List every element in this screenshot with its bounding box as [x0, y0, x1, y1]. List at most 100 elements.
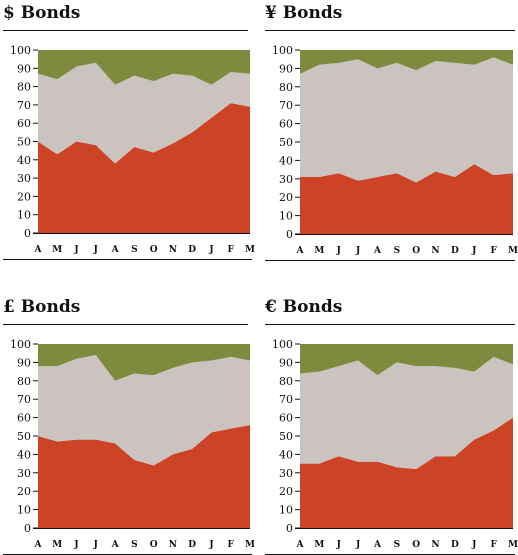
- x-tick-label: D: [188, 245, 196, 255]
- y-tick-label: 0: [24, 522, 31, 535]
- x-tick-label: F: [490, 540, 497, 550]
- x-tick-label: J: [336, 246, 341, 256]
- area-bottom-layer: [38, 424, 250, 528]
- y-tick-label: 70: [17, 393, 31, 406]
- chart-title: ¥ Bonds: [265, 3, 343, 23]
- y-tick-label: 70: [17, 99, 31, 112]
- x-tick-label: M: [314, 540, 324, 550]
- panel-usd-bonds: $ Bonds 0 10 20 30 40 50 60 70 80 90 100 A M J J A S O N D J…: [3, 3, 255, 265]
- chart-title: € Bonds: [265, 297, 343, 317]
- y-tick-label: 0: [24, 227, 31, 240]
- title-rule: [3, 324, 248, 325]
- x-tick-label: A: [296, 540, 305, 550]
- x-tick-label: A: [373, 246, 382, 256]
- y-tick-label: 30: [17, 467, 31, 480]
- y-tick-label: 90: [279, 62, 293, 75]
- x-tick-label: N: [169, 245, 177, 255]
- area-bottom-layer: [300, 417, 513, 528]
- y-tick-label: 100: [10, 338, 31, 351]
- y-tick-label: 90: [17, 356, 31, 369]
- x-tick-label: J: [336, 540, 341, 550]
- y-tick-label: 80: [279, 375, 293, 388]
- y-tick-label: 30: [279, 173, 293, 186]
- y-tick-label: 50: [17, 136, 31, 149]
- x-tick-label: J: [73, 245, 78, 255]
- x-tick-label: J: [208, 245, 213, 255]
- x-tick-label: F: [228, 245, 235, 255]
- title-rule: [265, 324, 515, 325]
- y-tick-label: 30: [279, 467, 293, 480]
- area-bottom-layer: [300, 164, 513, 234]
- x-tick-label: M: [245, 540, 255, 550]
- y-tick-label: 50: [17, 430, 31, 443]
- y-tick-label: 30: [17, 172, 31, 185]
- title-rule: [3, 30, 248, 31]
- x-tick-label: A: [111, 245, 120, 255]
- chart-title: £ Bonds: [3, 297, 81, 317]
- x-tick-label: J: [93, 245, 98, 255]
- x-tick-label: D: [451, 246, 459, 256]
- y-tick-label: 20: [17, 485, 31, 498]
- y-tick-label: 40: [279, 448, 293, 461]
- y-tick-label: 10: [17, 209, 31, 222]
- y-tick-label: 80: [17, 375, 31, 388]
- y-tick-label: 10: [279, 504, 293, 517]
- x-tick-label: N: [431, 246, 439, 256]
- y-tick-label: 80: [17, 81, 31, 94]
- x-tick-label: A: [373, 540, 382, 550]
- y-tick-label: 60: [17, 412, 31, 425]
- x-tick-label: M: [314, 246, 324, 256]
- panel-yen-bonds: ¥ Bonds 0 10 20 30 40 50 60 70 80 90 100 A M J J A S O N D J…: [265, 3, 518, 265]
- x-tick-label: J: [93, 540, 98, 550]
- x-tick-label: F: [490, 246, 497, 256]
- x-tick-label: D: [451, 540, 459, 550]
- area-middle-layer: [38, 355, 250, 466]
- x-tick-label: O: [150, 540, 158, 550]
- area-top-layer: [300, 50, 513, 74]
- y-tick-label: 90: [17, 62, 31, 75]
- x-tick-label: M: [245, 245, 255, 255]
- y-tick-label: 10: [279, 210, 293, 223]
- x-tick-label: J: [73, 540, 78, 550]
- panel-eur-bonds: € Bonds 0 10 20 30 40 50 60 70 80 90 100 A M J J A S O N D J…: [265, 297, 518, 555]
- y-tick-label: 40: [17, 448, 31, 461]
- x-tick-label: A: [34, 540, 43, 550]
- y-tick-label: 20: [279, 485, 293, 498]
- x-tick-label: O: [412, 246, 420, 256]
- y-tick-label: 100: [272, 44, 293, 57]
- chart-title: $ Bonds: [3, 3, 81, 23]
- area-top-layer: [38, 344, 250, 381]
- area-middle-layer: [300, 356, 513, 470]
- x-tick-label: N: [431, 540, 439, 550]
- x-tick-label: A: [111, 540, 120, 550]
- y-tick-label: 100: [10, 44, 31, 57]
- x-tick-label: F: [228, 540, 235, 550]
- x-tick-label: A: [34, 245, 43, 255]
- area-top-layer: [300, 344, 513, 376]
- x-tick-label: J: [471, 246, 476, 256]
- area-middle-layer: [38, 62, 250, 164]
- x-tick-label: N: [169, 540, 177, 550]
- x-tick-label: O: [150, 245, 158, 255]
- y-tick-label: 20: [279, 191, 293, 204]
- area-bottom-layer: [38, 103, 250, 233]
- x-tick-label: M: [52, 245, 62, 255]
- y-tick-label: 50: [279, 430, 293, 443]
- x-tick-label: S: [394, 246, 401, 256]
- y-tick-label: 70: [279, 393, 293, 406]
- area-top-layer: [38, 50, 250, 85]
- x-tick-label: J: [471, 540, 476, 550]
- y-tick-label: 100: [272, 338, 293, 351]
- x-tick-label: J: [355, 540, 360, 550]
- y-tick-label: 60: [279, 412, 293, 425]
- y-tick-label: 60: [17, 117, 31, 130]
- title-rule: [265, 30, 515, 31]
- y-tick-label: 40: [17, 154, 31, 167]
- x-tick-label: M: [52, 540, 62, 550]
- y-tick-label: 10: [17, 504, 31, 517]
- x-tick-label: O: [412, 540, 420, 550]
